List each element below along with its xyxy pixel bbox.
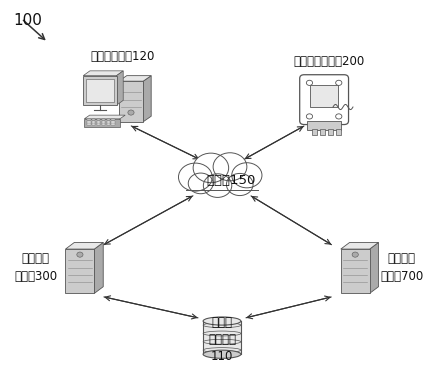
Text: 数据存
储装置，
110: 数据存 储装置， 110 [208, 316, 236, 363]
Text: 数据收集设备，200: 数据收集设备，200 [293, 55, 364, 68]
Polygon shape [84, 115, 125, 119]
Polygon shape [83, 71, 123, 76]
Bar [102, 123, 105, 125]
FancyBboxPatch shape [184, 178, 260, 190]
Polygon shape [116, 71, 123, 105]
Bar [97, 121, 100, 123]
Circle shape [213, 153, 247, 181]
Circle shape [336, 80, 342, 86]
Bar [92, 123, 95, 125]
Bar [66, 249, 94, 293]
Bar [307, 121, 341, 130]
Bar [119, 81, 143, 122]
Bar [328, 130, 333, 135]
Bar [87, 121, 91, 123]
Text: 网络，150: 网络，150 [206, 174, 256, 187]
Bar [310, 85, 338, 107]
Text: 100: 100 [13, 13, 42, 28]
Bar [320, 130, 325, 135]
Bar [336, 130, 341, 135]
Text: 客户端设备，120: 客户端设备，120 [90, 51, 154, 63]
Bar [92, 121, 95, 123]
Bar [102, 121, 105, 123]
Circle shape [128, 110, 134, 115]
Polygon shape [119, 76, 151, 81]
Bar [97, 123, 100, 125]
Circle shape [178, 163, 212, 191]
Circle shape [193, 153, 229, 183]
Bar [87, 119, 91, 120]
Bar [203, 321, 241, 354]
Bar [84, 119, 120, 127]
Bar [111, 123, 115, 125]
Bar [107, 123, 110, 125]
Ellipse shape [203, 317, 241, 325]
Bar [86, 79, 114, 102]
Bar [107, 119, 110, 120]
Bar [107, 121, 110, 123]
FancyBboxPatch shape [300, 75, 349, 125]
Circle shape [77, 252, 83, 257]
Circle shape [336, 114, 342, 119]
Circle shape [306, 80, 313, 86]
Bar [92, 119, 95, 120]
Bar [341, 249, 369, 293]
Circle shape [203, 174, 232, 197]
Circle shape [306, 114, 313, 119]
Text: 数据转化
系统，300: 数据转化 系统，300 [14, 252, 57, 283]
Bar [87, 123, 91, 125]
Bar [97, 119, 100, 120]
Polygon shape [341, 242, 378, 249]
Circle shape [188, 173, 213, 194]
Polygon shape [143, 76, 151, 122]
Bar [111, 119, 115, 120]
Polygon shape [66, 242, 103, 249]
Circle shape [232, 163, 262, 188]
Polygon shape [94, 242, 103, 293]
Circle shape [352, 252, 358, 257]
Bar [111, 121, 115, 123]
Polygon shape [369, 242, 378, 293]
Bar [102, 119, 105, 120]
Ellipse shape [203, 350, 241, 358]
Circle shape [226, 173, 253, 196]
Text: 数据分析
系统，700: 数据分析 系统，700 [380, 252, 424, 283]
Bar [83, 76, 116, 105]
Bar [312, 130, 317, 135]
